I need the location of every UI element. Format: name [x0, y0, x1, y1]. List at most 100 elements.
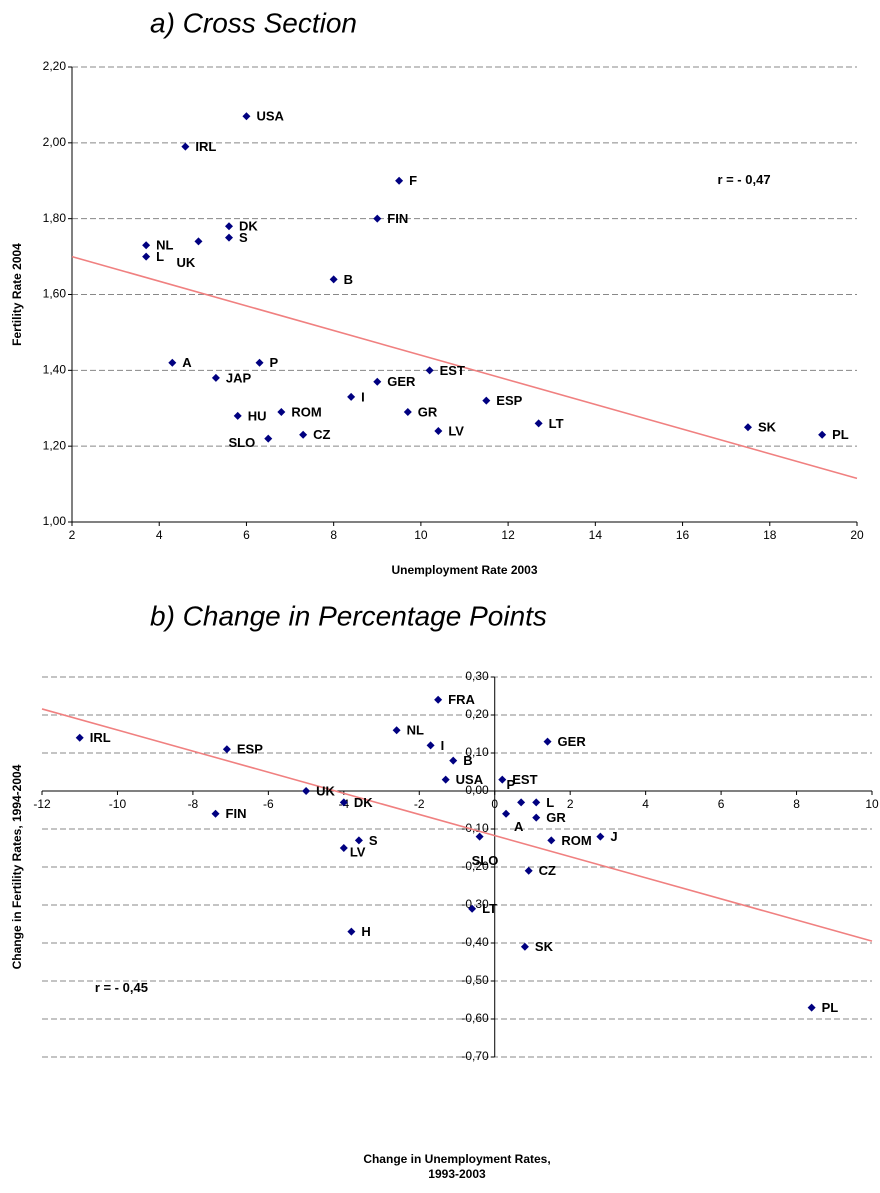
data-point	[277, 408, 286, 417]
point-label: USA	[456, 772, 484, 787]
point-label: IRL	[195, 139, 216, 154]
x-tick-label: 10	[414, 528, 428, 542]
data-point	[543, 737, 552, 746]
y-tick-label: -0,50	[461, 973, 489, 987]
y-tick-label: 0,20	[465, 707, 489, 721]
data-point	[468, 904, 477, 913]
data-point	[211, 373, 220, 382]
data-point	[524, 866, 533, 875]
point-label: EST	[512, 772, 537, 787]
point-label: GER	[387, 374, 416, 389]
x-tick-label: -6	[263, 797, 274, 811]
data-point	[434, 427, 443, 435]
point-label: LT	[549, 416, 564, 431]
point-label: ROM	[561, 833, 591, 848]
y-tick-label: 0,10	[465, 745, 489, 759]
data-point	[449, 756, 458, 765]
point-label: SK	[535, 939, 554, 954]
data-point	[242, 112, 251, 121]
data-point	[425, 366, 434, 375]
x-tick-label: 6	[243, 528, 250, 542]
point-label: SK	[758, 420, 777, 435]
point-label: S	[369, 833, 378, 848]
y-tick-label: 2,20	[43, 59, 67, 73]
point-label: SLO	[472, 853, 499, 868]
data-point	[233, 411, 242, 420]
point-label: LT	[482, 901, 497, 916]
y-tick-label: -0,20	[461, 859, 489, 873]
data-point	[211, 809, 220, 818]
point-label: F	[409, 173, 417, 188]
data-point	[547, 836, 556, 845]
point-label: S	[239, 230, 248, 245]
point-label: ROM	[291, 404, 321, 419]
point-label: IRL	[90, 730, 111, 745]
point-label: GR	[418, 404, 438, 419]
annotation: r = - 0,47	[717, 172, 770, 187]
point-label: LV	[350, 844, 366, 859]
data-point	[142, 241, 151, 250]
x-tick-label: 20	[850, 528, 864, 542]
point-label: A	[182, 355, 192, 370]
data-point	[329, 275, 338, 284]
x-axis-label: Unemployment Rate 2003	[391, 563, 537, 577]
y-tick-label: 1,20	[43, 438, 67, 452]
data-point	[434, 695, 443, 704]
x-tick-label: 18	[763, 528, 777, 542]
data-point	[225, 233, 233, 242]
point-label: DK	[239, 219, 258, 234]
point-label: I	[361, 389, 365, 404]
x-tick-label: 2	[567, 797, 574, 811]
point-label: P	[270, 355, 279, 370]
x-tick-label: -8	[188, 797, 199, 811]
point-label: DK	[354, 795, 373, 810]
point-label: CZ	[539, 863, 556, 878]
data-point	[502, 809, 511, 818]
data-point	[302, 787, 311, 795]
data-point	[498, 775, 507, 784]
point-label: I	[441, 738, 445, 753]
data-point	[475, 832, 484, 841]
x-tick-label: 6	[718, 797, 725, 811]
data-point	[403, 408, 412, 417]
point-label: HU	[248, 408, 267, 423]
data-point	[255, 358, 264, 367]
data-point	[339, 798, 348, 807]
data-point	[299, 430, 308, 439]
trend-line	[71, 255, 858, 480]
point-label: LV	[448, 423, 464, 438]
data-point	[395, 176, 404, 185]
y-tick-label: 0,00	[465, 783, 489, 797]
chart-title: b) Change in Percentage Points	[150, 600, 547, 631]
annotation: r = - 0,45	[95, 980, 148, 995]
data-point	[225, 222, 233, 231]
y-tick-label: -0,40	[461, 935, 489, 949]
y-tick-label: 1,80	[43, 211, 67, 225]
point-label: FIN	[387, 211, 408, 226]
data-point	[373, 377, 382, 386]
point-label: PL	[832, 427, 849, 442]
data-point	[532, 813, 541, 822]
x-axis-label: Change in Unemployment Rates,	[363, 1152, 550, 1166]
data-point	[75, 733, 84, 742]
y-tick-label: 1,00	[43, 514, 67, 528]
point-label: ESP	[496, 393, 522, 408]
point-label: PL	[822, 1000, 839, 1015]
x-tick-label: 10	[865, 797, 879, 811]
x-tick-label: 4	[642, 797, 649, 811]
point-label: JAP	[226, 370, 252, 385]
y-tick-label: 0,30	[465, 669, 489, 683]
x-tick-label: -12	[33, 797, 51, 811]
data-point	[222, 745, 231, 754]
data-point	[517, 798, 526, 807]
data-point	[596, 832, 605, 841]
y-axis-label: Change in Fertility Rates, 1994-2004	[10, 764, 24, 969]
y-tick-label: -0,70	[461, 1049, 489, 1063]
point-label: NL	[156, 238, 173, 253]
x-tick-label: 8	[793, 797, 800, 811]
point-label: L	[546, 795, 554, 810]
data-point	[532, 798, 541, 807]
data-point	[482, 396, 491, 405]
point-label: FRA	[448, 692, 475, 707]
